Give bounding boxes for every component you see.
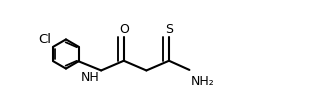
Text: S: S [165, 23, 173, 36]
Text: Cl: Cl [38, 33, 51, 46]
Text: O: O [119, 23, 129, 36]
Text: NH: NH [81, 71, 100, 84]
Text: NH₂: NH₂ [190, 75, 214, 88]
